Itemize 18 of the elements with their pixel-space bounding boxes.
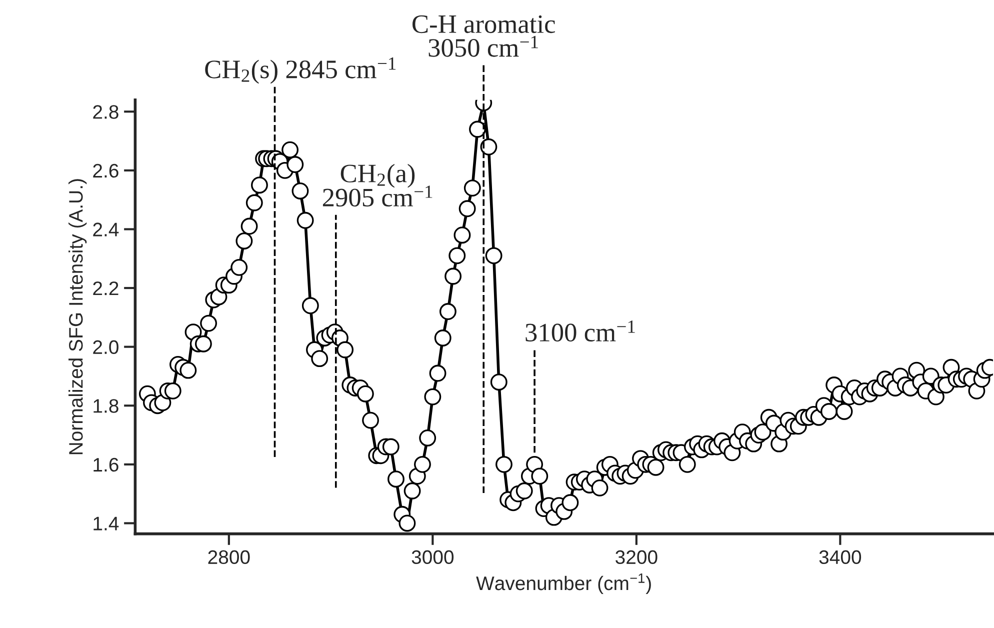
y-axis-title: Normalized SFG Intensity (A.U.): [68, 179, 87, 454]
y-tick-label: 1.4: [94, 516, 119, 530]
ref-line-label: CH$_{2}$(s) 2845 cm$^{−1}$: [205, 57, 396, 84]
ref-line-label: CH$_{2}$(a) 2905 cm$^{−1}$: [322, 164, 432, 207]
x-tick-label: 3400: [819, 550, 862, 564]
y-tick-label: 2.8: [93, 105, 118, 119]
x-tick-label: 3200: [616, 550, 658, 564]
y-tick-label: 2.2: [93, 281, 118, 296]
ref-line-label: C-H aromatic 3050 cm$^{−1}$: [412, 15, 555, 57]
x-tick-label: 3000: [412, 550, 454, 564]
y-tick-label: 2.6: [93, 164, 118, 178]
y-tick-label: 2.0: [93, 340, 118, 354]
y-tick-label: 1.8: [94, 399, 118, 413]
y-tick-label: 2.4: [93, 222, 119, 236]
x-axis-title: Wavenumber (cm$^{−1}$): [476, 573, 651, 594]
ref-line-label: 3100 cm$^{−1}$: [526, 320, 635, 342]
x-tick-label: 2800: [208, 550, 250, 564]
y-tick-label: 1.6: [94, 458, 118, 472]
